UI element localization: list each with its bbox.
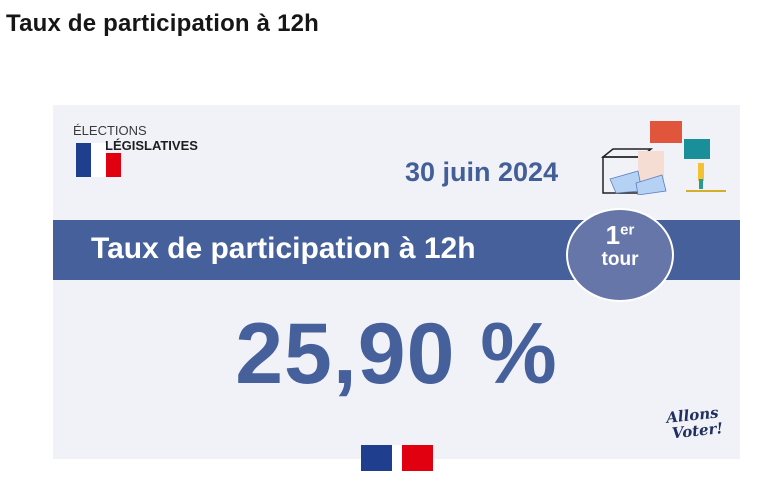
ballot-box-illustration-icon — [600, 121, 726, 195]
republique-francaise-logo-icon — [361, 445, 433, 471]
tour-label: tour — [601, 249, 639, 270]
page-title: Taux de participation à 12h — [6, 10, 320, 37]
participation-infographic: ÉLECTIONS LÉGISLATIVES 30 juin 2024 Taux… — [53, 105, 740, 471]
elections-legislatives-logo: ÉLECTIONS LÉGISLATIVES — [73, 123, 198, 153]
allons-voter-slogan: Allons Voter! — [665, 404, 724, 443]
participation-value: 25,90 % — [235, 306, 558, 402]
band-title: Taux de participation à 12h — [91, 232, 476, 265]
tour-suffix: er — [620, 221, 635, 239]
election-date: 30 juin 2024 — [405, 157, 559, 187]
slogan-line-2: Voter! — [671, 419, 724, 443]
elections-label: ÉLECTIONS — [73, 123, 147, 138]
tour-number: 1 — [605, 220, 621, 250]
tour-badge: 1er tour — [566, 208, 674, 302]
legislatives-label: LÉGISLATIVES — [105, 138, 198, 153]
french-flag-icon — [76, 143, 121, 177]
